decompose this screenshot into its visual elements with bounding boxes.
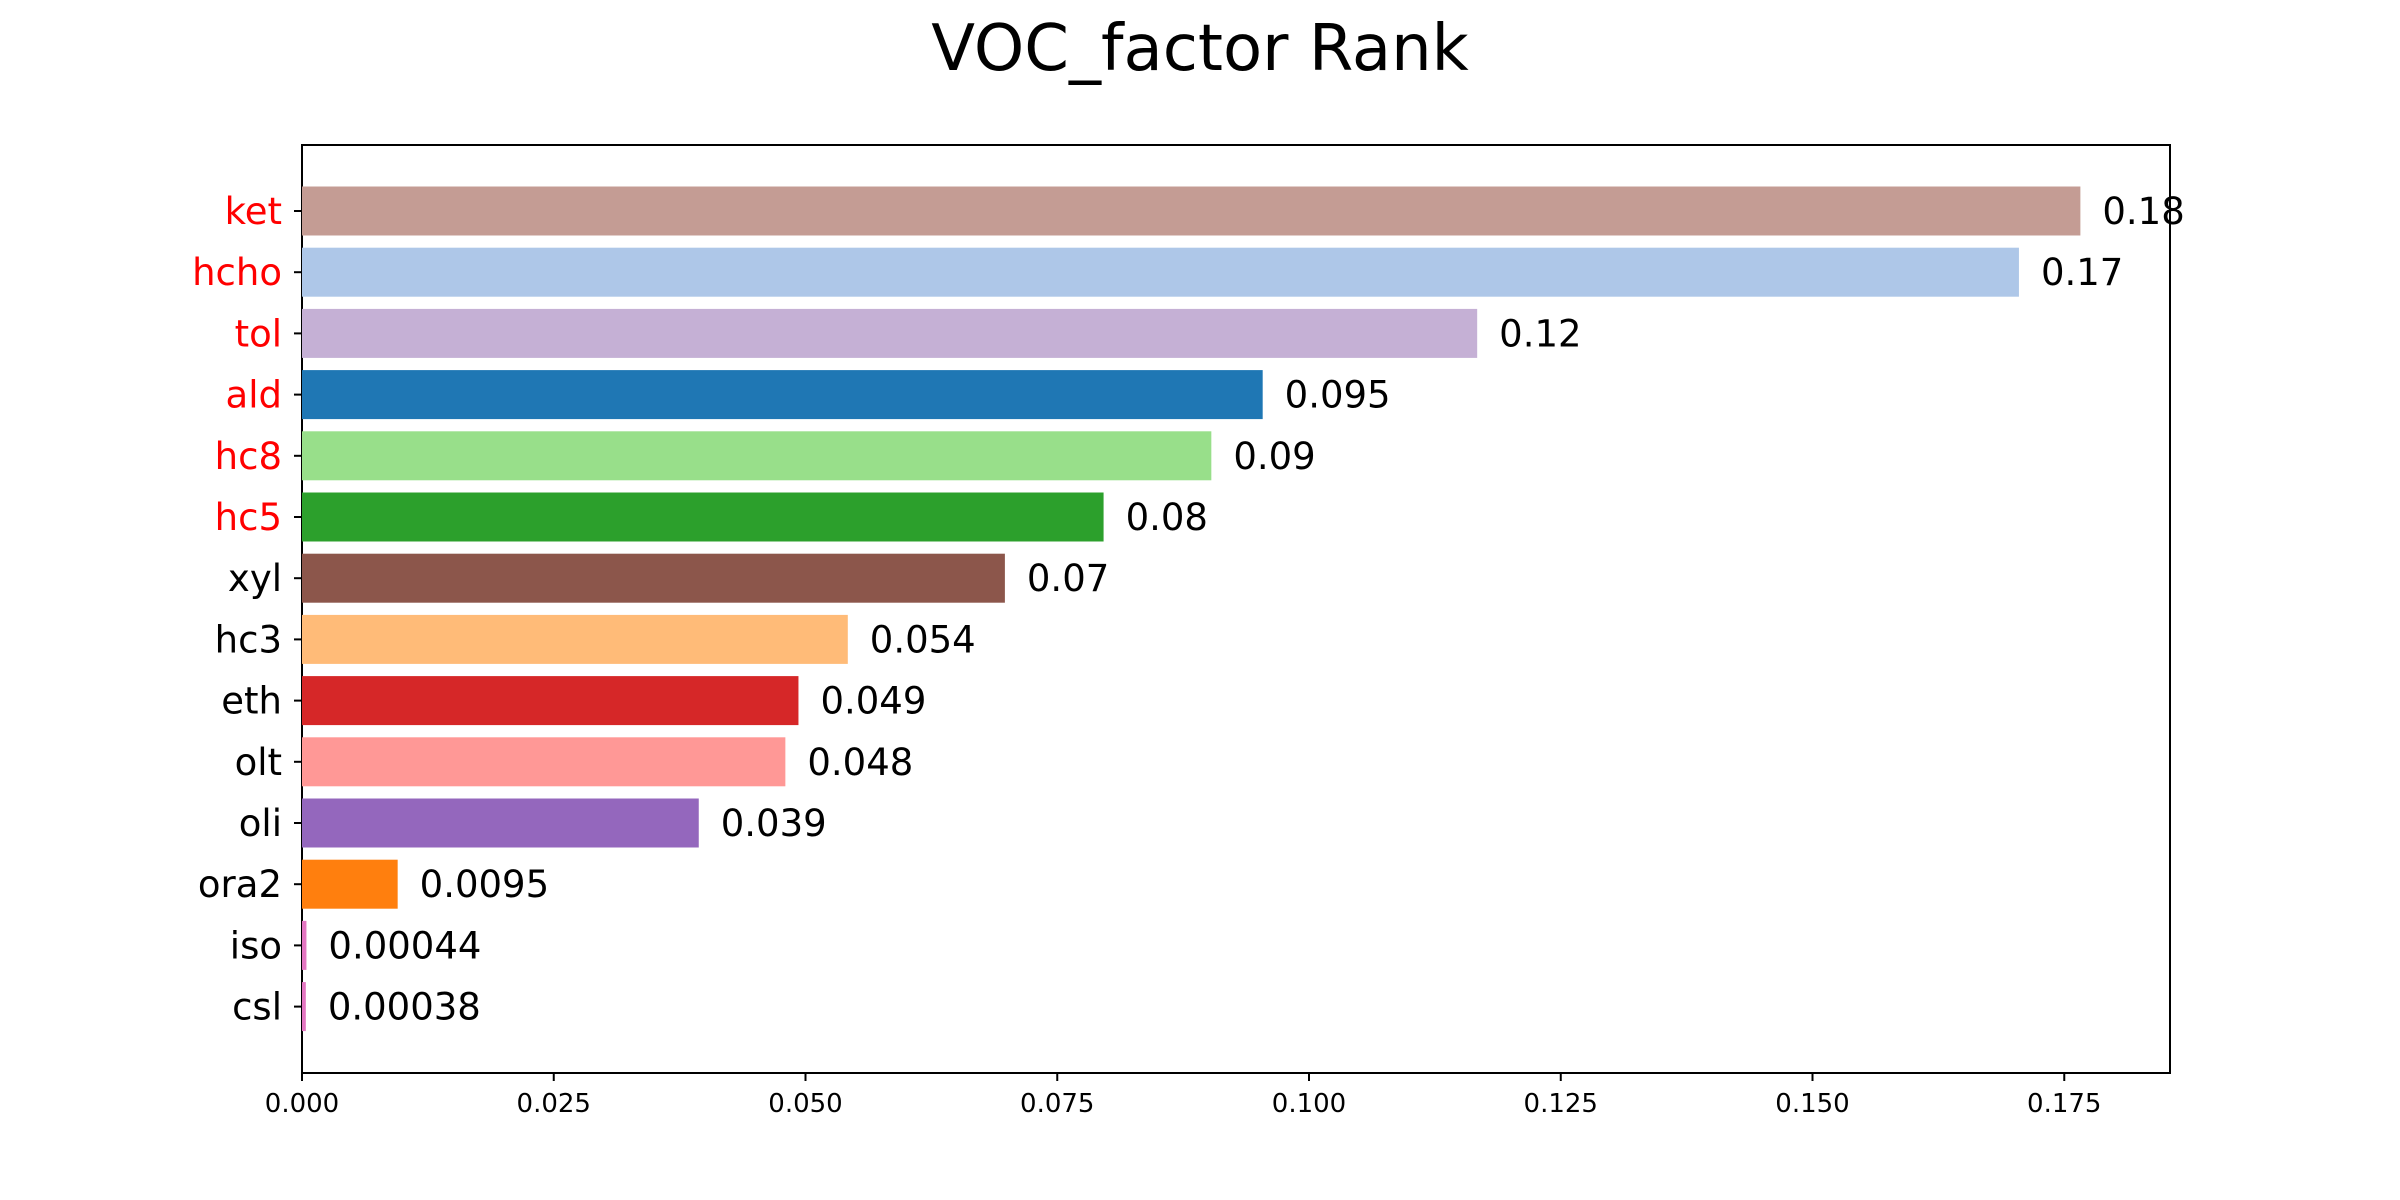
value-label-hc5: 0.08 (1126, 496, 1208, 539)
bar-csl (302, 982, 306, 1032)
category-label-csl: csl (232, 986, 282, 1029)
bar-hc8 (302, 431, 1212, 481)
bar-oli (302, 798, 699, 848)
value-label-ald: 0.095 (1285, 374, 1391, 417)
category-label-olt: olt (235, 741, 282, 784)
bar-eth (302, 676, 799, 726)
category-label-oli: oli (239, 802, 282, 845)
value-label-olt: 0.048 (807, 741, 913, 784)
value-label-oli: 0.039 (721, 802, 827, 845)
value-label-hc3: 0.054 (870, 618, 976, 661)
category-label-ora2: ora2 (198, 863, 282, 906)
bar-ora2 (302, 859, 398, 909)
bar-hc5 (302, 492, 1104, 542)
value-label-csl: 0.00038 (328, 986, 481, 1029)
x-tick-label: 0.050 (768, 1089, 842, 1119)
bar-ald (302, 370, 1263, 420)
x-tick-label: 0.025 (517, 1089, 591, 1119)
bar-ket (302, 186, 2081, 236)
value-label-ora2: 0.0095 (420, 863, 549, 906)
bar-tol (302, 308, 1478, 358)
category-label-hc5: hc5 (215, 496, 282, 539)
value-label-tol: 0.12 (1499, 312, 1581, 355)
category-label-ald: ald (226, 374, 282, 417)
chart-title: VOC_factor Rank (931, 12, 1469, 86)
x-tick-label: 0.000 (265, 1089, 339, 1119)
x-tick-label: 0.075 (1020, 1089, 1094, 1119)
category-label-eth: eth (221, 680, 282, 723)
bar-olt (302, 737, 786, 787)
value-label-xyl: 0.07 (1027, 557, 1109, 600)
value-label-iso: 0.00044 (328, 924, 481, 967)
bar-iso (302, 920, 307, 970)
x-tick-label: 0.100 (1272, 1089, 1346, 1119)
x-tick-label: 0.150 (1775, 1089, 1849, 1119)
category-label-xyl: xyl (228, 557, 282, 600)
value-label-ket: 0.18 (2102, 190, 2184, 233)
category-label-tol: tol (235, 312, 282, 355)
bar-hcho (302, 247, 2019, 297)
category-label-hcho: hcho (192, 251, 282, 294)
value-label-hc8: 0.09 (1233, 435, 1315, 478)
category-label-hc8: hc8 (215, 435, 282, 478)
x-tick-label: 0.125 (1524, 1089, 1598, 1119)
category-label-ket: ket (225, 190, 282, 233)
value-label-hcho: 0.17 (2041, 251, 2123, 294)
category-label-hc3: hc3 (215, 618, 282, 661)
plot-area-frame (301, 144, 2171, 1074)
category-label-iso: iso (230, 924, 282, 967)
bar-xyl (302, 553, 1005, 603)
x-tick-label: 0.175 (2027, 1089, 2101, 1119)
value-label-eth: 0.049 (820, 680, 926, 723)
bar-hc3 (302, 614, 848, 664)
